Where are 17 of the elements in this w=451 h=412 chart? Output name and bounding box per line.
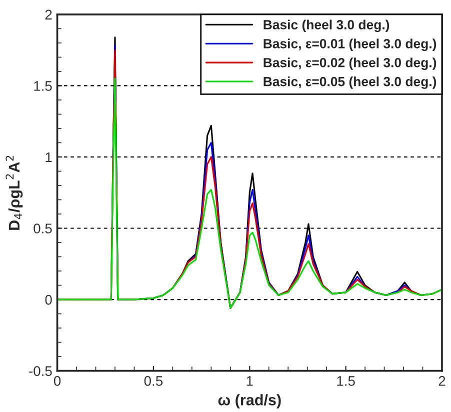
legend-label: Basic, ε=0.02 (heel 3.0 deg.) <box>264 58 436 70</box>
x-tick-label: 0.5 <box>144 376 163 386</box>
y-tick-label: 2 <box>45 10 52 20</box>
x-tick-label: 1 <box>246 376 253 386</box>
y-tick-label: 1.5 <box>34 81 52 91</box>
legend-label: Basic (heel 3.0 deg.) <box>264 20 390 32</box>
x-tick-label: 0 <box>54 376 61 386</box>
legend-label: Basic, ε=0.01 (heel 3.0 deg.) <box>264 38 436 52</box>
y-tick-label: 0 <box>45 294 52 305</box>
x-tick-label: 1.5 <box>337 376 355 386</box>
y-tick-label: -0.5 <box>29 366 52 376</box>
y-tick-label: 0.5 <box>34 224 52 234</box>
x-tick-label: 2 <box>438 376 446 386</box>
x-axis-title: ω (rad/s) <box>218 394 281 408</box>
y-axis-title: D$_{4}$/ρgL$^{2}$A$^{2}$ <box>6 156 23 230</box>
legend-label: Basic, ε=0.05 (heel 3.0 deg.) <box>264 76 436 89</box>
y-tick-label: 1 <box>46 152 52 162</box>
